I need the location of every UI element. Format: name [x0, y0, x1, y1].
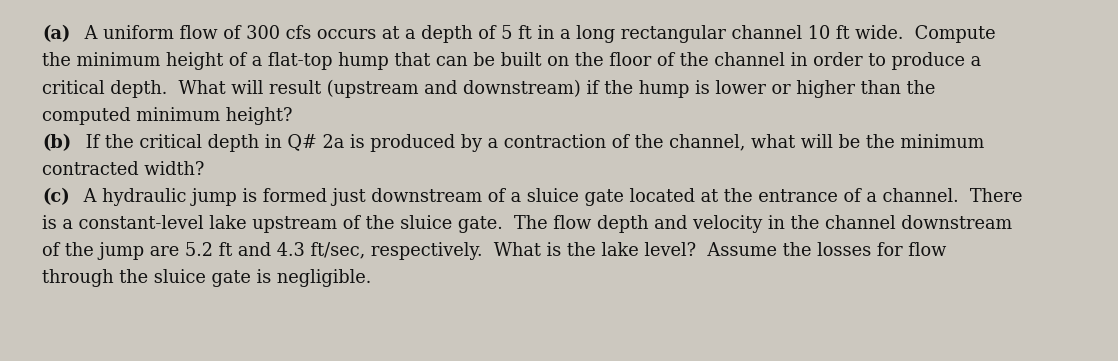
Text: (b): (b) — [42, 134, 72, 152]
Text: (c): (c) — [42, 188, 70, 206]
Text: is a constant-level lake upstream of the sluice gate.  The flow depth and veloci: is a constant-level lake upstream of the… — [42, 215, 1013, 233]
Text: contracted width?: contracted width? — [42, 161, 205, 179]
Text: A hydraulic jump is formed just downstream of a sluice gate located at the entra: A hydraulic jump is formed just downstre… — [78, 188, 1023, 206]
Text: A uniform flow of 300 cfs occurs at a depth of 5 ft in a long rectangular channe: A uniform flow of 300 cfs occurs at a de… — [79, 25, 996, 43]
Text: critical depth.  What will result (upstream and downstream) if the hump is lower: critical depth. What will result (upstre… — [42, 79, 936, 98]
Text: of the jump are 5.2 ft and 4.3 ft/sec, respectively.  What is the lake level?  A: of the jump are 5.2 ft and 4.3 ft/sec, r… — [42, 242, 947, 260]
Text: computed minimum height?: computed minimum height? — [42, 106, 293, 125]
Text: through the sluice gate is negligible.: through the sluice gate is negligible. — [42, 269, 371, 287]
Text: the minimum height of a flat-top hump that can be built on the floor of the chan: the minimum height of a flat-top hump th… — [42, 52, 982, 70]
Text: If the critical depth in Q# 2a is produced by a contraction of the channel, what: If the critical depth in Q# 2a is produc… — [80, 134, 985, 152]
Text: (a): (a) — [42, 25, 70, 43]
